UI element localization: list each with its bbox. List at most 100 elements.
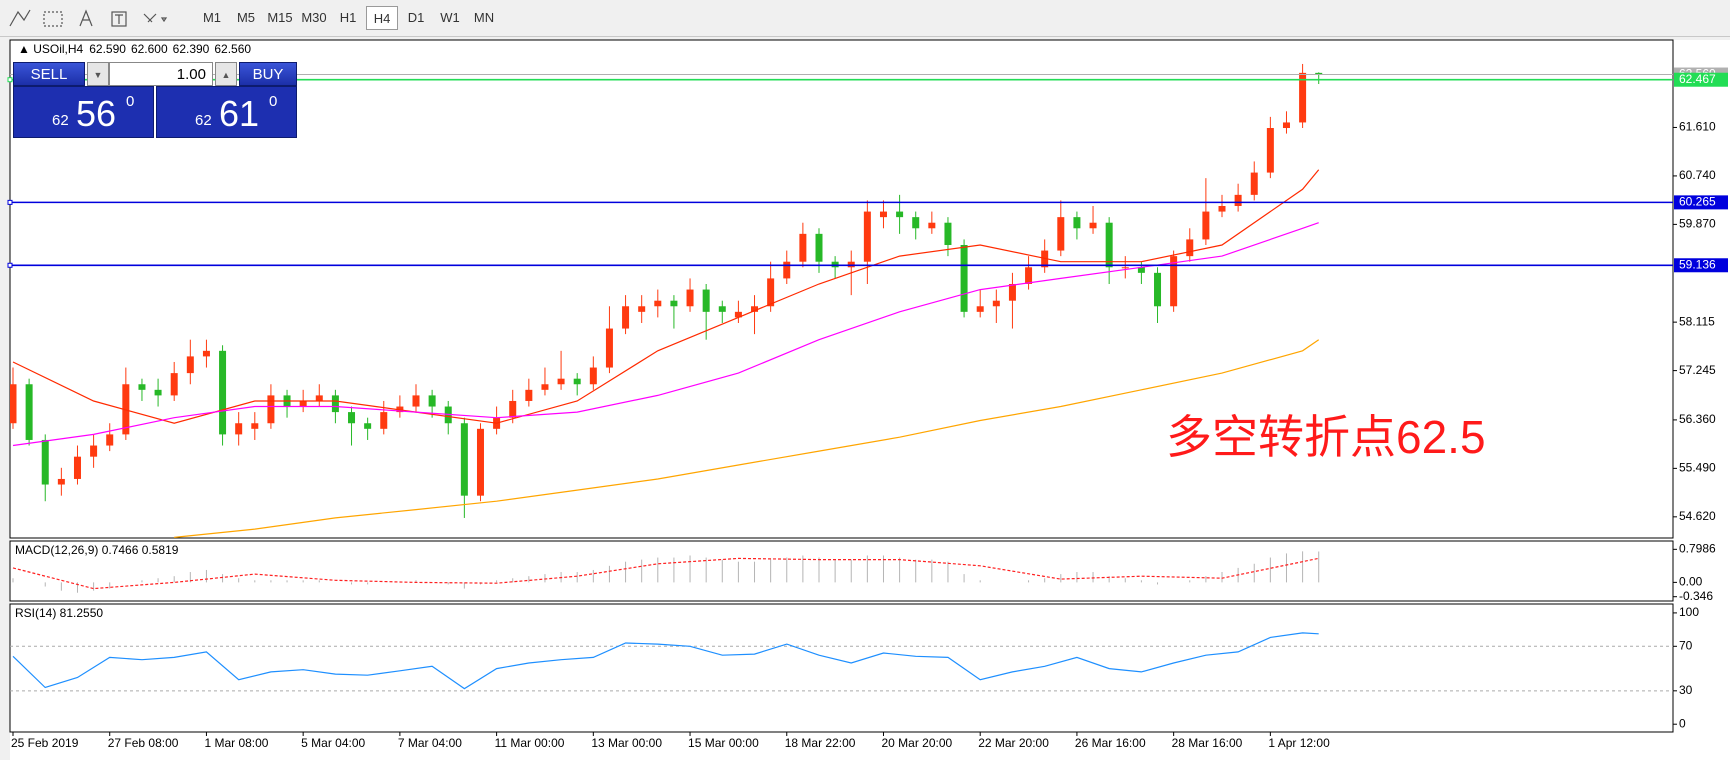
- candle-body: [622, 306, 630, 329]
- candle-body: [90, 445, 98, 457]
- candle-body: [928, 222, 936, 229]
- candle-body: [267, 395, 275, 424]
- line-label: 60.265: [1679, 195, 1716, 209]
- sell-price[interactable]: 62 56 0: [13, 86, 154, 138]
- timeframe-button[interactable]: W1: [440, 10, 460, 25]
- icon-label[interactable]: [111, 11, 127, 27]
- y-tick-label: 61.610: [1679, 120, 1716, 134]
- candle-body: [1234, 194, 1242, 206]
- x-tick-label: 13 Mar 00:00: [591, 736, 662, 750]
- x-tick-label: 1 Apr 12:00: [1268, 736, 1330, 750]
- candle-body: [734, 311, 742, 318]
- x-tick-label: 5 Mar 04:00: [301, 736, 365, 750]
- toolbar-icons: [9, 9, 168, 27]
- candle-body: [1137, 267, 1145, 273]
- x-tick-label: 22 Mar 20:00: [978, 736, 1049, 750]
- candle-body: [1250, 172, 1258, 195]
- panel-frame: [9, 540, 1674, 602]
- candle-body: [912, 217, 920, 229]
- timeframe-button[interactable]: H1: [339, 10, 357, 25]
- candle-body: [605, 328, 613, 368]
- y-tick-label: 54.620: [1679, 509, 1716, 523]
- low: 62.390: [173, 42, 210, 56]
- candle-body: [1154, 272, 1162, 307]
- y-tick-label: 55.490: [1679, 461, 1716, 475]
- candle-body: [1089, 222, 1097, 229]
- y-tick-label: 0.7986: [1679, 542, 1716, 556]
- price-prefix: 62: [52, 112, 69, 129]
- y-tick-label: 59.870: [1679, 217, 1716, 231]
- moving-average: [174, 339, 1320, 538]
- plot-area: [10, 632, 1673, 692]
- candle-body: [879, 211, 887, 218]
- x-tick-label: 15 Mar 00:00: [688, 736, 759, 750]
- candle-body: [1266, 128, 1274, 173]
- candle-body: [1282, 122, 1290, 129]
- candle-body: [670, 300, 678, 307]
- candle-body: [896, 211, 904, 218]
- candle-body: [57, 478, 65, 485]
- timeframe-button[interactable]: MN: [473, 10, 495, 25]
- volume-up[interactable]: ▲: [215, 62, 237, 86]
- icon-text[interactable]: [79, 9, 93, 27]
- candle-body: [202, 350, 210, 357]
- timeframe-button[interactable]: M5: [236, 10, 256, 25]
- panel-frame: [9, 603, 1674, 733]
- high: 62.600: [131, 42, 168, 56]
- x-tick-label: 26 Mar 16:00: [1075, 736, 1146, 750]
- chart-header: ▲ USOil,H4 62.590 62.600 62.390 62.560: [18, 42, 251, 56]
- price-prefix: 62: [195, 112, 212, 129]
- candle-body: [863, 211, 871, 262]
- candle-body: [73, 456, 81, 479]
- icon-label-t: [115, 14, 123, 24]
- sell-button[interactable]: SELL: [13, 62, 85, 86]
- candle-body: [573, 378, 581, 385]
- candle-body: [170, 373, 178, 396]
- icon-grid[interactable]: [43, 11, 63, 27]
- candle-body: [106, 434, 114, 446]
- candle-body: [654, 300, 662, 307]
- candle-body: [1218, 206, 1226, 212]
- rsi-line: [12, 632, 1319, 690]
- y-tick-label: 60.740: [1679, 168, 1716, 182]
- candle-body: [783, 261, 791, 279]
- candle-body: [1008, 283, 1016, 301]
- candle-body: [589, 367, 597, 385]
- timeframe-button[interactable]: M1: [202, 10, 222, 25]
- x-tick-label: 7 Mar 04:00: [398, 736, 462, 750]
- candle-body: [638, 306, 646, 312]
- candle-body: [1170, 256, 1178, 307]
- x-tick-label: 28 Mar 16:00: [1172, 736, 1243, 750]
- candle-body: [460, 423, 468, 496]
- timeframe-button[interactable]: H4: [366, 6, 398, 30]
- volume-field[interactable]: 1.00: [109, 62, 213, 86]
- x-tick-label: 1 Mar 08:00: [204, 736, 268, 750]
- candle-body: [364, 423, 372, 429]
- line-label-bg: [1674, 258, 1728, 273]
- candle-body: [1186, 239, 1194, 257]
- icon-arrows[interactable]: [143, 13, 168, 23]
- timeframe-button[interactable]: M30: [301, 10, 327, 25]
- timeframe-button[interactable]: M15: [267, 10, 293, 25]
- candle-body: [960, 244, 968, 312]
- y-tick-label: 57.245: [1679, 363, 1716, 377]
- volume-down[interactable]: ▼: [87, 62, 109, 86]
- macd-signal: [12, 557, 1319, 590]
- timeframe-button[interactable]: D1: [407, 10, 425, 25]
- macd-title: MACD(12,26,9) 0.7466 0.5819: [15, 543, 179, 557]
- buy-button[interactable]: BUY: [239, 62, 297, 86]
- plot-area: [10, 63, 1673, 538]
- y-tick-label: 70: [1679, 638, 1693, 652]
- line-handle: [7, 262, 13, 268]
- icon-chart[interactable]: [9, 9, 31, 27]
- candle-body: [1121, 267, 1129, 269]
- candle-body: [331, 395, 339, 413]
- candle-body: [251, 423, 259, 429]
- candle-body: [1105, 222, 1113, 268]
- open: 62.590: [89, 42, 126, 56]
- buy-price[interactable]: 62 61 0: [156, 86, 297, 138]
- y-tick-label: 58.115: [1679, 314, 1715, 328]
- toolbar: M1 M5 M15 M30 H1 H4 D1 W1 MN: [0, 0, 1730, 37]
- price-main: 61: [219, 93, 260, 134]
